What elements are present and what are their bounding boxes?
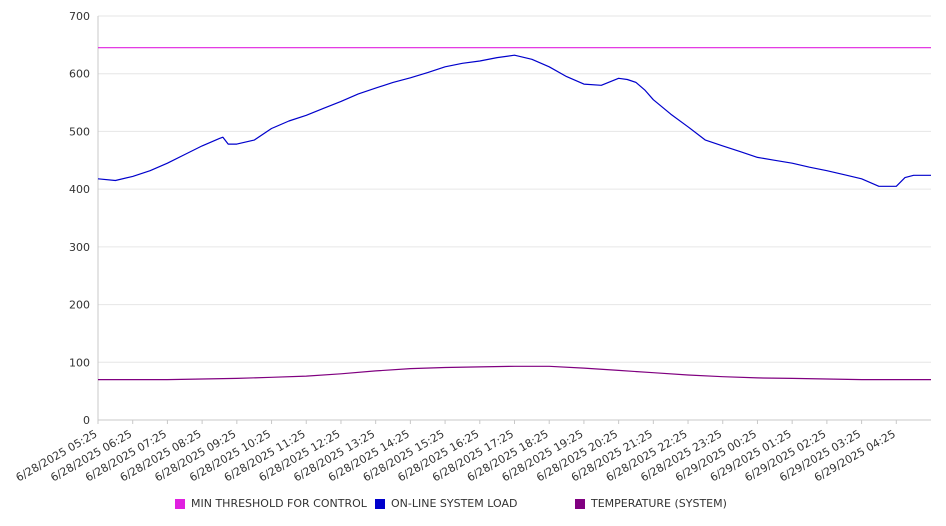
- y-tick-label: 400: [69, 183, 90, 196]
- legend-item-temperature[interactable]: TEMPERATURE (SYSTEM): [575, 497, 727, 510]
- y-tick-label: 200: [69, 299, 90, 312]
- series-line-2: [98, 365, 931, 381]
- series-lines: [97, 47, 931, 381]
- legend-swatch-system-load: [375, 498, 385, 509]
- legend-item-min-threshold[interactable]: MIN THRESHOLD FOR CONTROL: [175, 497, 367, 510]
- line-chart: 0 100 200 300 400 500 600 700 6/28/2025 05:256/…: [14, 10, 931, 484]
- y-tick-label: 500: [69, 125, 90, 138]
- x-tick-labels: 6/28/2025 05:256/28/2025 06:256/28/2025 …: [14, 427, 898, 484]
- series-line-1: [97, 54, 931, 187]
- gridlines: [98, 15, 931, 421]
- y-tick-label: 300: [69, 241, 90, 254]
- y-tick-label: 100: [69, 356, 90, 369]
- y-tick-label: 0: [83, 414, 90, 427]
- y-tick-label: 600: [69, 68, 90, 81]
- legend-swatch-min-threshold: [175, 498, 185, 509]
- axes: [97, 16, 931, 424]
- y-tick-label: 700: [69, 10, 90, 23]
- legend-swatch-temperature: [575, 498, 585, 509]
- legend-item-system-load[interactable]: ON-LINE SYSTEM LOAD: [375, 497, 517, 510]
- legend-label-min-threshold: MIN THRESHOLD FOR CONTROL: [191, 497, 367, 510]
- y-tick-labels: 0 100 200 300 400 500 600 700: [69, 10, 90, 427]
- legend: MIN THRESHOLD FOR CONTROL ON-LINE SYSTEM…: [0, 497, 946, 515]
- legend-label-system-load: ON-LINE SYSTEM LOAD: [391, 497, 518, 510]
- legend-label-temperature: TEMPERATURE (SYSTEM): [591, 497, 727, 510]
